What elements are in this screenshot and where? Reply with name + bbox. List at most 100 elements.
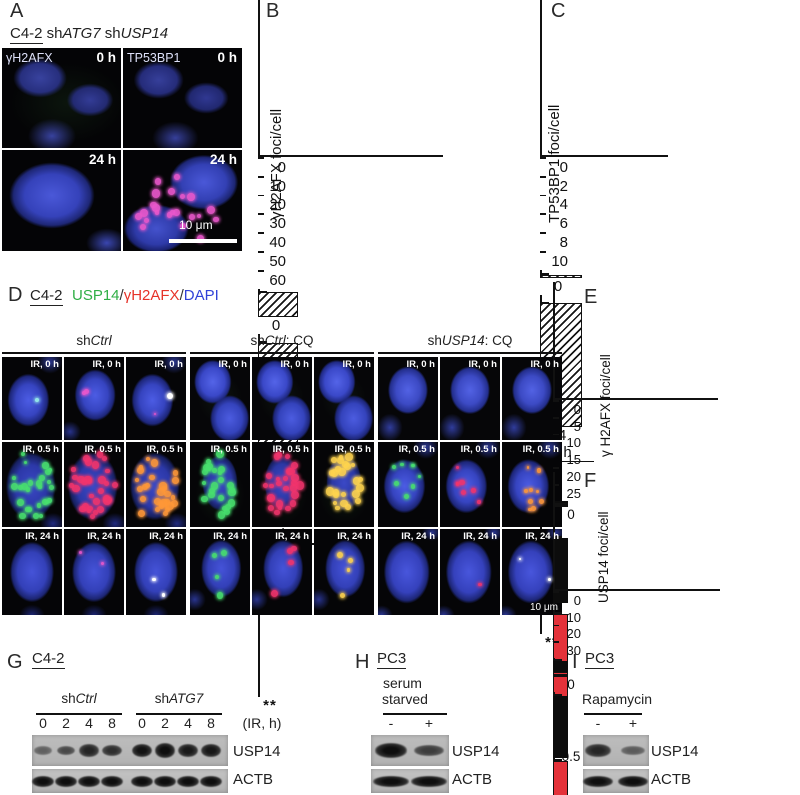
cell-line: PC3 [585,650,615,669]
axis-tick-label: 6 [559,215,568,233]
protein-band [620,746,646,755]
focus-dot [37,503,42,508]
focus-dot [477,582,482,587]
micrograph-cell: IR, 24 h [314,529,374,615]
group-overline [136,713,222,715]
timepoint-label: IR, 24 h [525,531,559,542]
focus-dot [338,455,344,460]
error-bar [540,294,542,302]
focus-dot [286,547,293,555]
lane-unit-label: (IR, h) [242,715,282,731]
focus-dot [189,214,195,220]
timepoint-label: IR, 24 h [401,531,435,542]
focus-dot [140,495,146,502]
micrograph-cell: IR, 0.5 h [502,442,562,527]
text-part: sh [154,691,169,706]
focus-dot [81,503,90,511]
focus-dot [529,488,534,493]
error-bar [258,288,260,291]
timepoint-label: IR, 0.5 h [334,444,371,455]
focus-dot [459,479,465,486]
axis-frame [540,0,668,157]
axis-tick [540,250,546,253]
focus-dot [227,481,235,489]
focus-dot [96,451,104,458]
axis-tick-label: 40 [269,233,286,251]
timepoint-label: IR, 0.5 h [22,444,59,455]
blot-name-label: ACTB [233,771,274,788]
focus-dot [170,499,179,507]
micrograph-cell: IR, 0 h [2,357,62,440]
group-underline [190,352,374,354]
focus-dot [289,483,298,492]
micrograph-cell: IR, 0 h [190,357,250,440]
focus-dot [27,479,34,486]
lane-label: 2 [161,715,169,731]
text-part: sh [100,25,121,42]
focus-dot [201,480,207,485]
panel-label-e: E [584,286,598,308]
focus-dot [528,507,533,512]
focus-dot [173,470,179,476]
panel-label-b: B [266,0,280,22]
focus-dot [326,487,335,496]
blot-strip [32,735,228,766]
panel-label-f: F [584,470,597,492]
lane-label: 8 [207,715,215,731]
focus-dot [179,223,186,229]
timepoint-label: IR, 0.5 h [460,444,497,455]
sig-bracket [540,460,594,463]
focus-dot [212,552,218,558]
scale-bar-label: 10 μm [530,602,558,613]
focus-dot [523,489,528,494]
focus-dot [352,477,360,485]
y-axis-label: TP53BP1 foci/cell [546,104,563,223]
focus-dot [154,178,161,185]
protein-band [153,775,177,787]
micrograph-cell: IR, 0 h [440,357,500,440]
focus-dot [410,463,415,468]
micrograph-cell: IR, 0.5 h [64,442,124,527]
text-part: sh [250,333,265,348]
x-tick-label: 0 [567,507,575,523]
focus-dot [356,483,365,492]
focus-dot [346,568,351,572]
focus-dot [160,499,169,508]
focus-dot [72,485,80,493]
focus-dot [25,507,30,512]
focus-dot [276,480,282,487]
bar [553,760,568,795]
protein-band [582,775,614,787]
focus-dot [287,468,295,476]
error-bar-cap [553,694,562,696]
text-part: : CQ [484,333,513,348]
focus-dot [220,549,227,556]
axis-tick [553,450,559,453]
error-bar-cap [553,612,562,615]
timepoint-label: IR, 0.5 h [272,444,309,455]
axis-tick-label: 20 [566,468,581,484]
focus-dot [217,470,222,476]
y-axis-label: γ H2AFX foci/cell [598,354,613,458]
panel-label-g: G [7,651,23,673]
micrograph-cell: IR, 24 h [126,529,186,615]
axis-tick-label: 20 [566,626,581,642]
focus-dot [172,477,179,484]
focus-dot [203,463,211,471]
focus-dot [331,457,338,464]
axis-tick [258,269,264,272]
text-part: USP14 [441,333,485,348]
micrograph-cell: IR, 0 h [378,357,438,440]
micrograph-cell: IR, 0.5 h [2,442,62,527]
focus-dot [139,224,146,231]
stain-label: γH2AFX [6,51,53,65]
focus-dot [101,456,107,461]
micrograph-cell: γH2AFX 0 h [2,48,121,148]
timepoint-label: IR, 0 h [342,359,371,370]
focus-dot [162,510,168,516]
text-part: Ctrl [90,333,112,348]
focus-dot [103,495,111,503]
focus-dot [154,498,162,506]
micrograph-cell: IR, 0.5 h [190,442,250,527]
focus-dot [355,497,361,504]
